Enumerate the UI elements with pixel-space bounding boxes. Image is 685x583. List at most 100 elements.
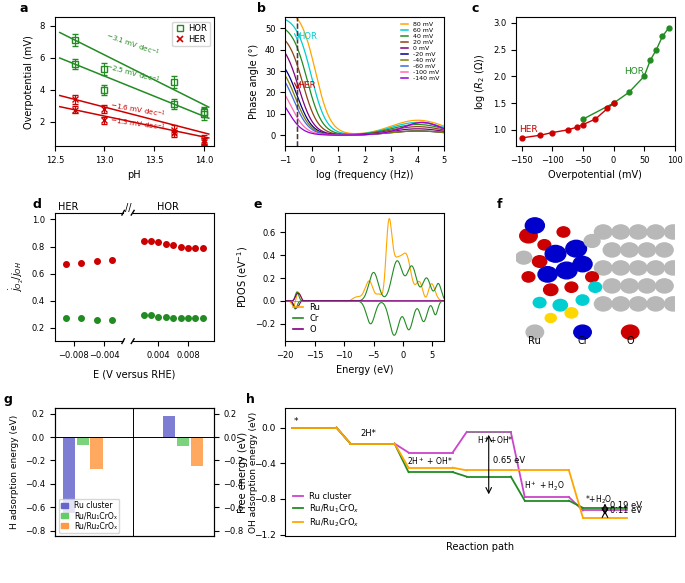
Circle shape bbox=[553, 300, 567, 311]
Circle shape bbox=[603, 243, 621, 257]
Circle shape bbox=[647, 261, 664, 275]
Text: HOR: HOR bbox=[625, 66, 645, 76]
Legend: Ru cluster, Ru/Ru₁CrOₓ, Ru/Ru₂CrOₓ: Ru cluster, Ru/Ru₁CrOₓ, Ru/Ru₂CrOₓ bbox=[59, 498, 119, 532]
Text: *: * bbox=[294, 417, 299, 426]
Circle shape bbox=[589, 282, 601, 292]
Circle shape bbox=[586, 272, 599, 282]
Circle shape bbox=[532, 256, 547, 267]
Bar bbox=[90, 437, 103, 469]
Circle shape bbox=[630, 297, 647, 311]
Circle shape bbox=[556, 262, 577, 279]
Circle shape bbox=[520, 229, 537, 243]
Circle shape bbox=[656, 279, 673, 293]
Text: //: // bbox=[125, 203, 131, 213]
Text: $-1.6$ mV dec$^{-1}$: $-1.6$ mV dec$^{-1}$ bbox=[110, 100, 167, 121]
Y-axis label: Overpotential (mV): Overpotential (mV) bbox=[24, 35, 34, 129]
Circle shape bbox=[612, 297, 630, 311]
Legend: HOR, HER: HOR, HER bbox=[173, 22, 210, 46]
Text: Cr: Cr bbox=[577, 336, 588, 346]
Circle shape bbox=[664, 261, 682, 275]
Y-axis label: PDOS (eV$^{-1}$): PDOS (eV$^{-1}$) bbox=[235, 246, 250, 308]
Bar bbox=[163, 416, 175, 437]
Y-axis label: $\dot{j}_{O_2}/j_{OH}$: $\dot{j}_{O_2}/j_{OH}$ bbox=[8, 261, 26, 293]
Circle shape bbox=[516, 251, 532, 264]
Text: Ru: Ru bbox=[528, 336, 541, 346]
Text: 0.19 eV: 0.19 eV bbox=[610, 501, 642, 510]
Circle shape bbox=[574, 325, 591, 339]
Circle shape bbox=[538, 266, 557, 282]
Circle shape bbox=[538, 240, 551, 250]
Y-axis label: OH adsorption energy (eV): OH adsorption energy (eV) bbox=[249, 412, 258, 533]
Text: 0.11 eV: 0.11 eV bbox=[610, 506, 642, 515]
Text: a: a bbox=[20, 2, 28, 15]
Circle shape bbox=[525, 218, 545, 233]
Circle shape bbox=[573, 257, 592, 272]
Text: e: e bbox=[253, 198, 262, 210]
Circle shape bbox=[630, 261, 647, 275]
Text: HOR: HOR bbox=[299, 32, 317, 41]
Y-axis label: log ($R_2$ ($\Omega$)): log ($R_2$ ($\Omega$)) bbox=[473, 54, 487, 110]
Y-axis label: H adsorption energy (eV): H adsorption energy (eV) bbox=[10, 415, 19, 529]
Circle shape bbox=[656, 243, 673, 257]
Circle shape bbox=[595, 225, 612, 239]
Circle shape bbox=[544, 284, 558, 296]
Circle shape bbox=[664, 225, 682, 239]
Text: HOR: HOR bbox=[157, 202, 179, 212]
Legend: 80 mV, 60 mV, 40 mV, 20 mV, 0 mV, -20 mV, -40 mV, -60 mV, -100 mV, -140 mV: 80 mV, 60 mV, 40 mV, 20 mV, 0 mV, -20 mV… bbox=[400, 20, 441, 82]
X-axis label: log (frequency (Hz)): log (frequency (Hz)) bbox=[316, 170, 414, 180]
Legend: Ru, Cr, O: Ru, Cr, O bbox=[290, 300, 323, 337]
Text: h: h bbox=[247, 393, 256, 406]
Circle shape bbox=[566, 240, 586, 257]
Circle shape bbox=[612, 225, 630, 239]
Text: $-3.1$ mV dec$^{-1}$: $-3.1$ mV dec$^{-1}$ bbox=[105, 30, 162, 59]
Text: b: b bbox=[257, 2, 266, 15]
Text: g: g bbox=[4, 393, 13, 406]
Circle shape bbox=[612, 261, 630, 275]
Text: $*$+H$_2$O: $*$+H$_2$O bbox=[584, 493, 612, 506]
Circle shape bbox=[603, 279, 621, 293]
Text: d: d bbox=[33, 198, 42, 210]
Bar bbox=[191, 437, 203, 466]
Circle shape bbox=[621, 243, 638, 257]
Circle shape bbox=[545, 245, 566, 262]
Circle shape bbox=[526, 325, 544, 339]
Circle shape bbox=[565, 282, 577, 292]
Y-axis label: Free energy (eV): Free energy (eV) bbox=[238, 431, 248, 512]
Legend: Ru cluster, Ru/Ru$_1$CrO$_x$, Ru/Ru$_2$CrO$_x$: Ru cluster, Ru/Ru$_1$CrO$_x$, Ru/Ru$_2$C… bbox=[290, 488, 363, 532]
Circle shape bbox=[647, 225, 664, 239]
Bar bbox=[62, 437, 75, 513]
Circle shape bbox=[584, 234, 600, 247]
Bar bbox=[177, 437, 189, 447]
Circle shape bbox=[647, 297, 664, 311]
Text: HER: HER bbox=[58, 202, 79, 212]
Circle shape bbox=[522, 272, 535, 282]
X-axis label: Energy (eV): Energy (eV) bbox=[336, 366, 393, 375]
Circle shape bbox=[595, 297, 612, 311]
X-axis label: pH: pH bbox=[127, 170, 141, 180]
Circle shape bbox=[557, 227, 570, 237]
Text: 2H*: 2H* bbox=[361, 430, 377, 438]
Circle shape bbox=[595, 261, 612, 275]
Circle shape bbox=[638, 243, 656, 257]
Bar bbox=[77, 437, 89, 445]
X-axis label: Overpotential (mV): Overpotential (mV) bbox=[548, 170, 642, 180]
Text: H$^+$ + H$_2$O: H$^+$ + H$_2$O bbox=[523, 480, 564, 493]
Circle shape bbox=[630, 225, 647, 239]
Text: $-1.3$ mV dec$^{-1}$: $-1.3$ mV dec$^{-1}$ bbox=[110, 115, 166, 134]
Text: HER: HER bbox=[299, 81, 316, 90]
Circle shape bbox=[621, 279, 638, 293]
Circle shape bbox=[565, 308, 577, 318]
Text: c: c bbox=[471, 2, 479, 15]
Circle shape bbox=[638, 279, 656, 293]
Text: O: O bbox=[626, 336, 634, 346]
X-axis label: Reaction path: Reaction path bbox=[446, 542, 514, 552]
Text: $-2.5$ mV dec$^{-1}$: $-2.5$ mV dec$^{-1}$ bbox=[105, 61, 162, 87]
Text: 2H$^+$ + OH*: 2H$^+$ + OH* bbox=[408, 455, 453, 467]
Text: HER: HER bbox=[519, 125, 538, 134]
Text: E (V versus RHE): E (V versus RHE) bbox=[93, 369, 175, 379]
Circle shape bbox=[576, 295, 589, 305]
Text: 0.65 eV: 0.65 eV bbox=[493, 456, 525, 465]
Y-axis label: Phase angle (°): Phase angle (°) bbox=[249, 44, 260, 120]
Circle shape bbox=[533, 297, 546, 308]
Circle shape bbox=[664, 297, 682, 311]
